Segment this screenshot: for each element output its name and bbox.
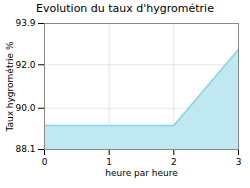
svg-text:93.9: 93.9 bbox=[15, 18, 35, 28]
svg-text:1: 1 bbox=[106, 157, 112, 167]
svg-text:2: 2 bbox=[171, 157, 177, 167]
svg-text:88.1: 88.1 bbox=[15, 144, 35, 154]
html-text:Evolution du taux d'hygrométri: Evolution du taux d'hygrométrie bbox=[36, 2, 214, 15]
svg-text:90.0: 90.0 bbox=[15, 103, 35, 113]
svg-text:Taux hygrométrie %: Taux hygrométrie % bbox=[5, 41, 15, 133]
svg-text:0: 0 bbox=[42, 157, 48, 167]
svg-text:heure par heure: heure par heure bbox=[105, 168, 178, 178]
svg-text:92.0: 92.0 bbox=[15, 60, 35, 70]
svg-text:3: 3 bbox=[236, 157, 242, 167]
